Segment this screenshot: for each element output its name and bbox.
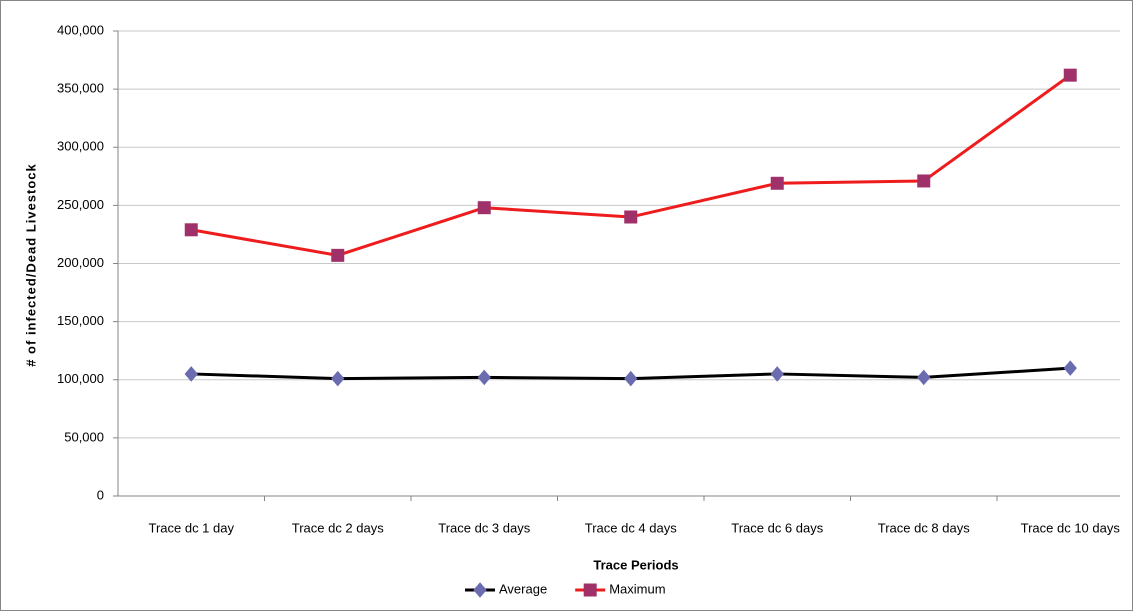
x-tick-label: Trace dc 2 days — [292, 520, 385, 535]
marker — [331, 248, 345, 262]
y-tick-label: 150,000 — [57, 313, 104, 328]
x-tick-label: Trace dc 6 days — [731, 520, 824, 535]
marker — [917, 174, 931, 188]
marker — [184, 366, 198, 382]
marker — [917, 369, 931, 386]
marker — [473, 582, 487, 598]
x-tick-label: Trace dc 10 days — [1021, 520, 1121, 535]
y-tick-label: 50,000 — [64, 429, 104, 444]
marker — [184, 223, 198, 237]
x-tick-label: Trace dc 4 days — [585, 520, 678, 535]
x-tick-label: Trace dc 3 days — [438, 520, 531, 535]
legend-label: Average — [499, 581, 547, 596]
marker — [477, 369, 491, 386]
marker — [331, 370, 345, 387]
y-axis-title: # of infected/Dead Livestock — [23, 163, 38, 367]
legend-item: Maximum — [575, 581, 666, 597]
marker — [770, 176, 784, 190]
legend-label: Maximum — [609, 581, 665, 596]
x-axis-title: Trace Periods — [593, 557, 678, 572]
y-tick-label: 350,000 — [57, 81, 104, 96]
y-tick-label: 300,000 — [57, 139, 104, 154]
y-tick-label: 0 — [97, 487, 104, 502]
legend-item: Average — [465, 581, 547, 598]
x-tick-label: Trace dc 8 days — [878, 520, 971, 535]
marker — [624, 370, 638, 387]
y-tick-label: 400,000 — [57, 22, 104, 37]
y-tick-label: 200,000 — [57, 255, 104, 270]
marker — [624, 210, 638, 224]
x-tick-label: Trace dc 1 day — [148, 520, 234, 535]
marker — [1063, 68, 1077, 82]
marker — [1063, 360, 1077, 376]
y-tick-label: 100,000 — [57, 371, 104, 386]
y-tick-label: 250,000 — [57, 197, 104, 212]
marker — [477, 201, 491, 215]
marker — [770, 366, 784, 382]
marker — [583, 583, 597, 597]
